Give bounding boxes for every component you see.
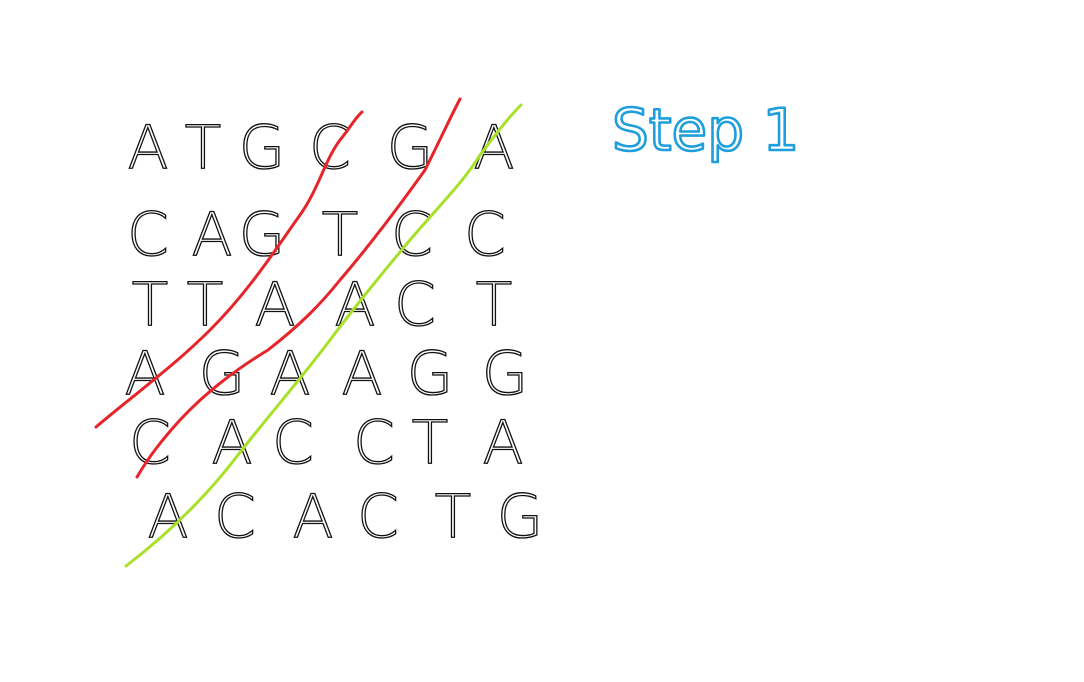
grid-letter: A xyxy=(191,200,232,270)
diagonal-lines xyxy=(94,97,523,568)
grid-letter: C xyxy=(464,200,506,270)
grid-letter: G xyxy=(239,113,286,183)
grid-letter: T xyxy=(412,408,449,478)
grid-letter: C xyxy=(129,408,171,478)
grid-letter: T xyxy=(185,113,222,183)
grid-letter: G xyxy=(387,113,434,183)
grid-letter: A xyxy=(341,339,382,409)
red-diagonal-line xyxy=(94,110,364,429)
grid-letter: T xyxy=(476,270,513,340)
letter-grid: A T G C G AC A G T C CT T A A C TA G A A G GC A C C T AA C A C T G xyxy=(124,112,544,552)
grid-letter: C xyxy=(214,482,256,552)
grid-letter: C xyxy=(272,408,314,478)
green-diagonal-line xyxy=(124,103,523,568)
grid-letter: C xyxy=(394,270,436,340)
grid-letter: A xyxy=(473,113,514,183)
grid-letter: A xyxy=(292,482,333,552)
grid-letter: T xyxy=(435,482,472,552)
grid-letter: G xyxy=(482,339,529,409)
grid-letter: C xyxy=(353,408,395,478)
red-diagonal-line xyxy=(135,97,462,479)
grid-letter: C xyxy=(357,482,399,552)
grid-letter: T xyxy=(132,270,169,340)
grid-letter: G xyxy=(497,482,544,552)
grid-letter: A xyxy=(482,408,523,478)
grid-letter: A xyxy=(127,113,168,183)
grid-letter: G xyxy=(199,339,246,409)
grid-letter: A xyxy=(254,270,295,340)
grid-letter: G xyxy=(407,339,454,409)
grid-letter: G xyxy=(239,200,286,270)
grid-letter: C xyxy=(127,200,169,270)
grid-letter: T xyxy=(187,270,224,340)
grid-letter: T xyxy=(322,200,359,270)
grid-letter: C xyxy=(391,200,433,270)
grid-letter: C xyxy=(309,113,351,183)
step-label: Step 1 xyxy=(612,96,799,164)
